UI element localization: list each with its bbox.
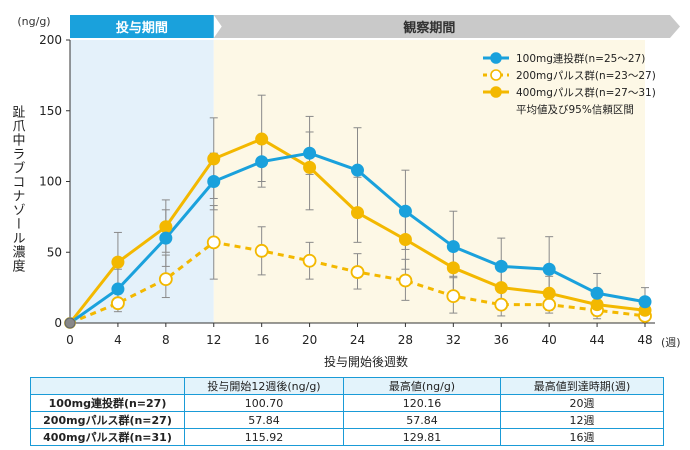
table-row: 100mg連投群(n=27) 100.70 120.16 20週 xyxy=(30,394,664,412)
y-tick-label: 150 xyxy=(39,104,62,118)
table-row: 200mgパルス群(n=27) 57.84 57.84 12週 xyxy=(30,411,664,429)
data-point xyxy=(111,296,125,311)
period-header-label: 投与期間 xyxy=(116,20,168,36)
data-point xyxy=(494,281,508,295)
table-header-cell: 最高値到達時期(週) xyxy=(500,377,664,395)
x-tick-label: 40 xyxy=(542,333,557,347)
x-tick-label: 16 xyxy=(254,333,269,347)
legend-marker xyxy=(490,86,502,98)
table-row-label: 200mgパルス群(n=27) xyxy=(30,411,185,429)
period-header xyxy=(70,15,214,38)
summary-table: 投与開始12週後(ng/g) 最高値(ng/g) 最高値到達時期(週) 100m… xyxy=(30,377,664,446)
data-point xyxy=(398,273,413,288)
data-point xyxy=(207,175,221,188)
x-tick-label: 20 xyxy=(302,333,317,347)
table-cell: 120.16 xyxy=(343,394,501,412)
data-point xyxy=(351,163,364,177)
data-point xyxy=(254,243,269,258)
table-header-cell: 投与開始12週後(ng/g) xyxy=(184,377,344,395)
period-background xyxy=(213,40,645,323)
table-cell: 20週 xyxy=(500,394,664,412)
data-point xyxy=(303,146,317,160)
table-cell: 57.84 xyxy=(343,411,501,429)
x-unit-label: (週) xyxy=(661,336,681,349)
data-point xyxy=(590,298,604,312)
y-tick-label: 50 xyxy=(47,245,62,259)
data-point xyxy=(398,204,412,218)
data-point xyxy=(446,261,460,275)
period-background xyxy=(70,40,214,323)
data-point xyxy=(446,289,461,304)
data-point xyxy=(494,259,508,273)
data-point xyxy=(351,206,364,220)
y-axis-title: 趾爪中ラブコナゾール濃度 xyxy=(10,105,26,273)
x-tick-label: 28 xyxy=(398,333,413,347)
table-cell: 115.92 xyxy=(184,428,344,446)
data-point xyxy=(159,220,173,234)
data-point xyxy=(542,262,556,276)
table-cell: 12週 xyxy=(500,411,664,429)
table-row: 400mgパルス群(n=31) 115.92 129.81 16週 xyxy=(30,428,664,446)
table-cell: 100.70 xyxy=(184,394,344,412)
table-row-label: 100mg連投群(n=27) xyxy=(30,394,185,412)
data-point xyxy=(111,255,125,269)
x-tick-label: 24 xyxy=(350,333,365,347)
table-header-cell xyxy=(30,377,185,395)
legend-marker xyxy=(490,69,502,81)
origin-point xyxy=(64,317,76,329)
data-point xyxy=(207,152,221,166)
x-tick-label: 8 xyxy=(162,333,170,347)
y-tick-label: 0 xyxy=(54,316,62,330)
data-point xyxy=(638,295,652,309)
data-point xyxy=(398,233,412,247)
x-tick-label: 4 xyxy=(114,333,122,347)
table-row-label: 400mgパルス群(n=31) xyxy=(30,428,185,446)
period-header-label: 観察期間 xyxy=(402,20,455,36)
x-tick-label: 48 xyxy=(637,333,652,347)
y-unit-label: (ng/g) xyxy=(17,15,50,28)
data-point xyxy=(158,272,173,287)
data-point xyxy=(446,240,460,254)
period-header xyxy=(213,15,680,38)
table-header-row: 投与開始12週後(ng/g) 最高値(ng/g) 最高値到達時期(週) xyxy=(30,377,664,395)
x-tick-label: 12 xyxy=(206,333,221,347)
x-axis-title: 投与開始後週数 xyxy=(324,354,408,369)
data-point xyxy=(350,265,365,279)
x-tick-label: 44 xyxy=(589,333,604,347)
data-point xyxy=(302,253,317,268)
legend-label: 100mg連投群(n=25〜27) xyxy=(516,52,645,65)
data-point xyxy=(159,231,173,245)
data-point xyxy=(542,286,556,300)
legend-marker xyxy=(490,52,502,64)
data-point xyxy=(255,132,269,146)
data-point xyxy=(542,297,557,312)
data-point xyxy=(494,297,509,312)
data-point xyxy=(111,282,125,296)
x-tick-label: 32 xyxy=(446,333,461,347)
x-tick-label: 0 xyxy=(66,333,74,347)
x-tick-label: 36 xyxy=(494,333,509,347)
data-point xyxy=(255,155,269,169)
data-point xyxy=(590,286,604,300)
table-header-cell: 最高値(ng/g) xyxy=(343,377,501,395)
legend-label: 400mgパルス群(n=27〜31) xyxy=(516,86,656,99)
table-cell: 57.84 xyxy=(184,411,344,429)
data-point xyxy=(303,160,317,174)
legend-label: 200mgパルス群(n=23〜27) xyxy=(516,69,656,82)
y-tick-label: 200 xyxy=(39,33,62,47)
table-cell: 16週 xyxy=(500,428,664,446)
y-tick-label: 100 xyxy=(39,175,62,189)
data-point xyxy=(206,235,221,250)
legend-note: 平均値及び95%信頼区間 xyxy=(516,103,634,116)
table-cell: 129.81 xyxy=(343,428,501,446)
